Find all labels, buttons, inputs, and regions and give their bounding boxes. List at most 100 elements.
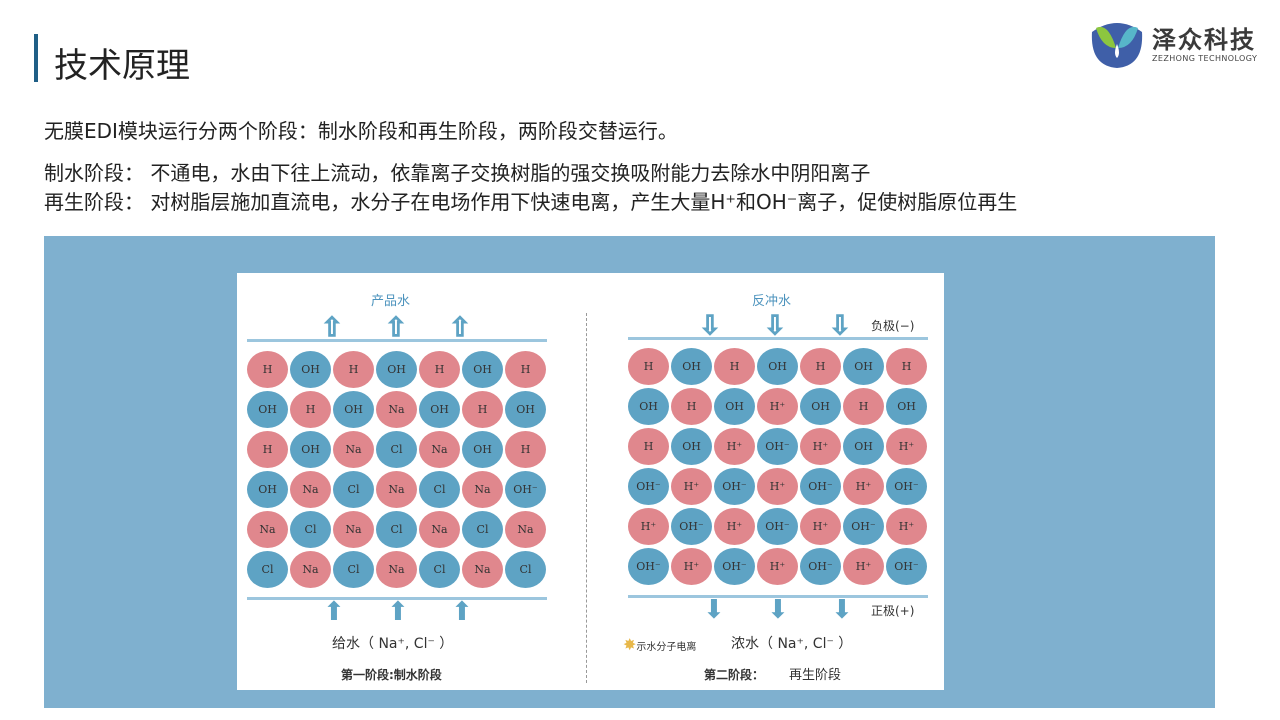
- resin-bead: Na: [290, 471, 331, 508]
- down-arrow-icon: ⬇: [831, 595, 853, 625]
- resin-bead: OH: [505, 391, 546, 428]
- resin-bead: OH: [376, 351, 417, 388]
- resin-bead: H⁺: [886, 428, 927, 465]
- resin-bead: H⁺: [800, 508, 841, 545]
- up-arrow-icon: ⇧: [384, 313, 407, 343]
- resin-bead: Cl: [376, 511, 417, 548]
- resin-bead: OH: [843, 348, 884, 385]
- resin-bead: OH: [290, 351, 331, 388]
- resin-bead: OH: [247, 471, 288, 508]
- resin-bead: Na: [462, 551, 503, 588]
- top-membrane: [247, 339, 547, 342]
- logo: 泽众科技 ZEZHONG TECHNOLOGY: [1088, 18, 1258, 70]
- resin-bead: H⁺: [628, 508, 669, 545]
- resin-bead: H⁺: [714, 508, 755, 545]
- resin-bead: H⁺: [757, 468, 798, 505]
- down-arrow-icon: ⇩: [828, 311, 851, 341]
- resin-bead: OH: [290, 431, 331, 468]
- resin-bead: H: [628, 428, 669, 465]
- resin-bead: Cl: [419, 551, 460, 588]
- left-resin-grid: H OH H OH H OH H OH H OH Na OH H OH H OH Na Cl Na OH H OH Na Cl…: [246, 350, 547, 590]
- up-arrow-icon: ⬆: [323, 597, 345, 627]
- anode-line: [628, 595, 928, 598]
- cathode-line: [628, 337, 928, 340]
- positive-electrode-label: 正极(+): [871, 604, 915, 618]
- resin-bead: Na: [333, 511, 374, 548]
- resin-bead: OH: [462, 431, 503, 468]
- down-arrow-icon: ⬇: [767, 595, 789, 625]
- resin-bead: OH: [843, 428, 884, 465]
- diagram-frame: 产品水 ⇧ ⇧ ⇧ H OH H OH H OH H OH H OH Na OH H OH H OH Na Cl N…: [44, 236, 1215, 708]
- resin-bead: OH: [671, 428, 712, 465]
- stage1-text: 制水阶段： 不通电，水由下往上流动，依靠离子交换树脂的强交换吸附能力去除水中阴阳…: [44, 161, 871, 185]
- resin-bead: OH⁻: [757, 428, 798, 465]
- resin-bead: H⁺: [800, 428, 841, 465]
- logo-icon: [1091, 23, 1143, 68]
- resin-bead: OH: [333, 391, 374, 428]
- resin-bead: Na: [462, 471, 503, 508]
- stage2-text: 再生阶段： 对树脂层施加直流电，水分子在电场作用下快速电离，产生大量H⁺和OH⁻…: [44, 190, 1018, 214]
- resin-bead: H⁺: [671, 548, 712, 585]
- resin-bead: Na: [419, 431, 460, 468]
- resin-bead: Cl: [505, 551, 546, 588]
- logo-subtext: ZEZHONG TECHNOLOGY: [1152, 54, 1258, 63]
- resin-bead: OH⁻: [628, 468, 669, 505]
- up-arrow-icon: ⬆: [451, 597, 473, 627]
- resin-bead: H⁺: [757, 388, 798, 425]
- resin-bead: H: [671, 388, 712, 425]
- resin-bead: Na: [333, 431, 374, 468]
- resin-bead: H: [247, 351, 288, 388]
- resin-bead: OH: [886, 388, 927, 425]
- legend-label: 示水分子电离: [636, 642, 697, 653]
- page-title: 技术原理: [54, 46, 190, 86]
- resin-bead: Cl: [247, 551, 288, 588]
- resin-bead: H⁺: [671, 468, 712, 505]
- resin-bead: H: [505, 351, 546, 388]
- resin-bead: Na: [505, 511, 546, 548]
- resin-bead: H: [714, 348, 755, 385]
- feed-water-label: 给水（ Na⁺, Cl⁻ ）: [332, 636, 454, 652]
- resin-bead: H: [419, 351, 460, 388]
- resin-bead: OH: [247, 391, 288, 428]
- resin-bead: OH: [757, 348, 798, 385]
- up-arrow-icon: ⇧: [448, 313, 471, 343]
- resin-bead: H: [505, 431, 546, 468]
- intro-text: 无膜EDI模块运行分两个阶段：制水阶段和再生阶段，两阶段交替运行。: [44, 119, 678, 143]
- resin-bead: Na: [247, 511, 288, 548]
- resin-bead: Na: [376, 551, 417, 588]
- down-arrow-icon: ⇩: [698, 311, 721, 341]
- stage1-caption: 第一阶段:制水阶段: [341, 668, 442, 682]
- stage2-caption-name: 再生阶段: [789, 668, 842, 683]
- resin-bead: H⁺: [714, 428, 755, 465]
- resin-bead: H: [628, 348, 669, 385]
- up-arrow-icon: ⇧: [320, 313, 343, 343]
- resin-bead: OH⁻: [628, 548, 669, 585]
- resin-bead: Na: [376, 391, 417, 428]
- resin-bead: H: [462, 391, 503, 428]
- resin-bead: Na: [419, 511, 460, 548]
- bottom-membrane: [247, 597, 547, 600]
- resin-bead: Cl: [333, 551, 374, 588]
- resin-bead: H: [247, 431, 288, 468]
- resin-bead: H: [843, 388, 884, 425]
- resin-bead: H⁺: [843, 468, 884, 505]
- resin-bead: H: [886, 348, 927, 385]
- resin-bead: OH⁻: [757, 508, 798, 545]
- resin-bead: OH: [800, 388, 841, 425]
- right-resin-grid: H OH H OH H OH H OH H OH H⁺ OH H OH H OH H⁺ OH⁻ H⁺ OH H⁺ OH⁻ H…: [627, 347, 928, 587]
- up-arrow-icon: ⬆: [387, 597, 409, 627]
- resin-bead: Cl: [290, 511, 331, 548]
- resin-bead: H: [290, 391, 331, 428]
- resin-bead: OH⁻: [843, 508, 884, 545]
- concentrate-water-label: 浓水（ Na⁺, Cl⁻ ）: [731, 636, 853, 652]
- water-ionization-star-icon: ✸: [623, 635, 637, 654]
- down-arrow-icon: ⬇: [703, 595, 725, 625]
- resin-bead: Cl: [333, 471, 374, 508]
- resin-bead: OH⁻: [714, 548, 755, 585]
- resin-bead: OH⁻: [714, 468, 755, 505]
- legend: ✸示水分子电离: [623, 635, 696, 654]
- resin-bead: H⁺: [757, 548, 798, 585]
- resin-bead: Cl: [376, 431, 417, 468]
- resin-bead: H⁺: [843, 548, 884, 585]
- resin-bead: H⁺: [886, 508, 927, 545]
